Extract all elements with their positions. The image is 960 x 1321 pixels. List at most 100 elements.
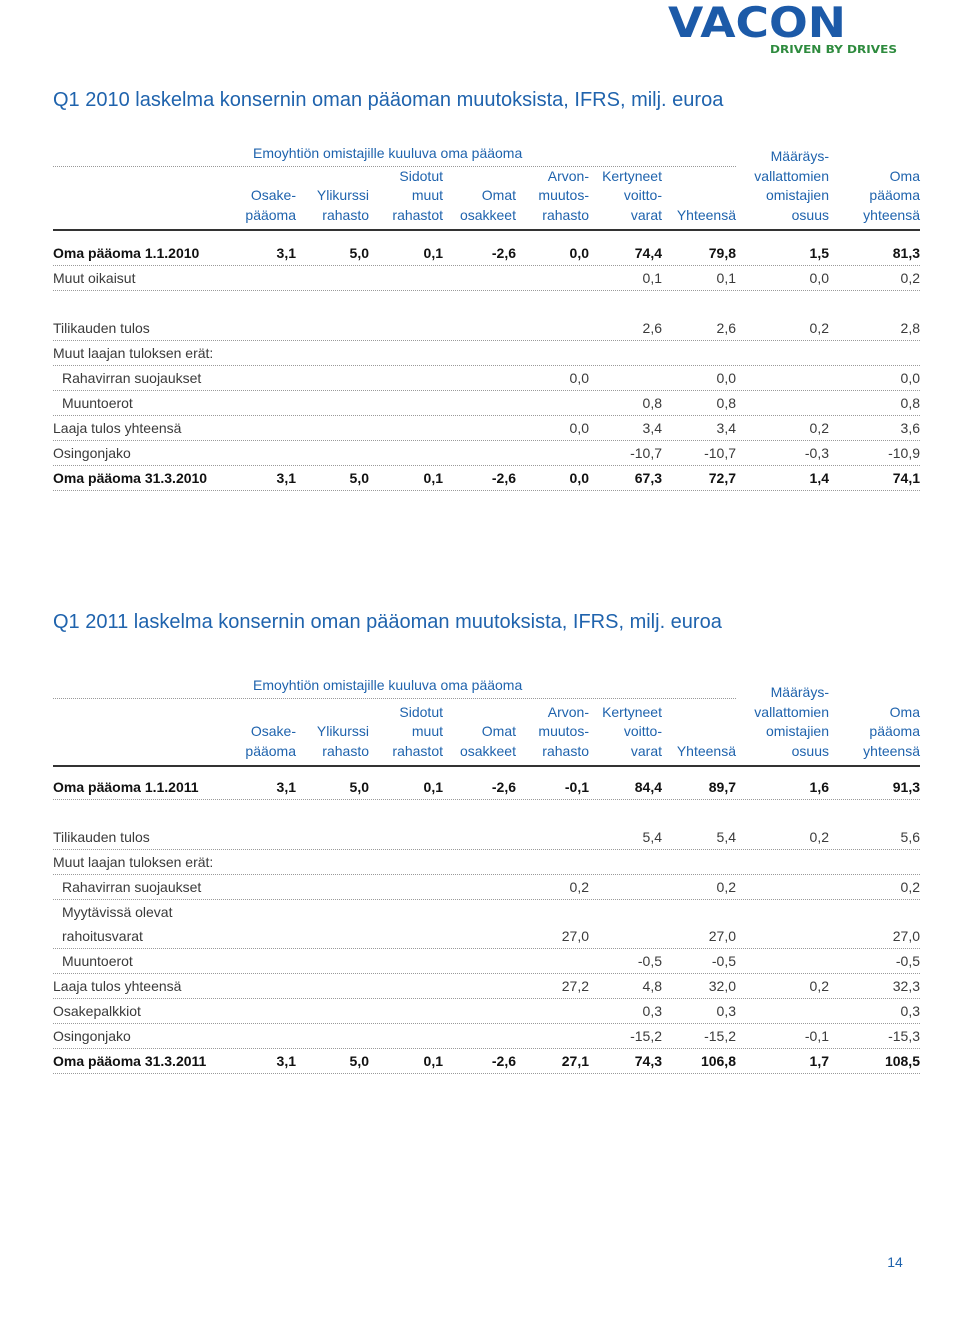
value-cell: 27,0 [561, 928, 589, 944]
value-cell: -10,7 [630, 445, 662, 461]
value-cell: 1,4 [809, 470, 829, 486]
value-cell: 0,3 [642, 1003, 662, 1019]
column-header-line: osakkeet [459, 742, 516, 759]
column-header-line: muut [411, 187, 443, 203]
value-cell: -0,1 [804, 1028, 829, 1044]
column-header: Määräys-vallattomien omistajien osuus [736, 147, 829, 225]
row-label: Muut oikaisut [53, 270, 136, 286]
column-header-line: rahasto [542, 742, 589, 759]
column-header-line: yhteensä [863, 206, 920, 223]
value-cell: 2,8 [900, 320, 920, 336]
row-label: Oma pääoma 1.1.2010 [53, 245, 200, 261]
column-header-line: Sidotut [399, 703, 443, 720]
column-header-line: rahasto [542, 206, 589, 223]
value-cell: 0,3 [716, 1003, 736, 1019]
row-label: Oma pääoma 1.1.2011 [53, 779, 199, 795]
column-header-line: omistajien [765, 187, 829, 203]
logo-name: VACON [668, 0, 846, 47]
column-header: Ylikurssi rahasto [296, 186, 369, 225]
value-cell: 0,2 [569, 879, 589, 895]
value-cell: 81,3 [892, 245, 920, 261]
column-header-line: omistajien [765, 723, 829, 739]
value-cell: 5,4 [642, 829, 662, 845]
column-header-line: pääoma [245, 206, 296, 223]
row-label-line: Myytävissä olevat [62, 904, 173, 920]
page-number: 14 [887, 1254, 903, 1270]
value-cell: 27,0 [892, 928, 920, 944]
value-cell: 27,2 [561, 978, 589, 994]
value-cell: 106,8 [700, 1053, 736, 1069]
column-header-line: rahastot [392, 742, 443, 759]
value-cell: 27,1 [561, 1053, 589, 1069]
table-row: Rahavirran suojaukset 0,0 0,0 0,0 [53, 366, 920, 391]
column-header-line: Osake- [250, 723, 296, 739]
value-cell: 91,3 [892, 779, 920, 795]
row-label: Laaja tulos yhteensä [53, 420, 182, 436]
value-cell: -15,2 [704, 1028, 736, 1044]
column-header-line: osakkeet [459, 206, 516, 223]
column-header-line: rahastot [392, 206, 443, 223]
value-cell: 3,1 [276, 470, 296, 486]
column-header: Oma pääoma yhteensä [829, 167, 920, 226]
value-cell: 0,0 [569, 370, 589, 386]
table-row: Muut laajan tuloksen erät: [53, 850, 920, 875]
value-cell: 0,2 [716, 879, 736, 895]
value-cell: 0,2 [809, 420, 829, 436]
column-header-line: vallattomien [754, 167, 829, 184]
column-header-line: osuus [791, 742, 829, 759]
row-label: Muut laajan tuloksen erät: [53, 854, 214, 870]
column-header-line: muutos- [538, 723, 589, 739]
column-header: Osake-pääoma [223, 722, 296, 761]
column-header-line: pääoma [869, 723, 920, 739]
table-header: Osake-pääoma Ylikurssi rahasto Sidotut muut r… [53, 683, 920, 767]
table-row: Muut laajan tuloksen erät: [53, 341, 920, 366]
column-header: Arvon-muutos-rahasto [516, 167, 589, 226]
value-cell: 3,4 [716, 420, 736, 436]
value-cell: 3,6 [900, 420, 920, 436]
column-header-line: Kertyneet [602, 167, 662, 184]
value-cell: 3,1 [276, 779, 296, 795]
row-label: Tilikauden tulos [53, 829, 150, 845]
value-cell: 0,2 [900, 879, 920, 895]
table-row: Muuntoerot -0,5 -0,5 -0,5 [53, 949, 920, 974]
table-header: Osake-pääoma Ylikurssi rahasto Sidotut muut r… [53, 147, 920, 231]
value-cell: 0,0 [569, 245, 589, 261]
value-cell: 74,3 [634, 1053, 662, 1069]
value-cell: -15,3 [888, 1028, 920, 1044]
value-cell: 3,1 [276, 1053, 296, 1069]
table-row: Rahavirran suojaukset 0,2 0,2 0,2 [53, 875, 920, 900]
value-cell: 67,3 [634, 470, 662, 486]
table-row: Tilikauden tulos 2,6 2,6 0,2 2,8 [53, 316, 920, 341]
column-header-line: Arvon- [547, 167, 589, 184]
column-header: Ylikurssi rahasto [296, 722, 369, 761]
group-header: Emoyhtiön omistajille kuuluva oma pääoma [53, 143, 736, 167]
column-header-line: varat [630, 742, 662, 759]
value-cell: -0,1 [564, 779, 589, 795]
value-cell: 0,8 [900, 395, 920, 411]
column-header-line: muut [411, 723, 443, 739]
value-cell: 32,3 [892, 978, 920, 994]
column-header-line: rahasto [322, 206, 369, 223]
column-header: Sidotut muut rahastot [369, 167, 443, 226]
table-row: Laaja tulos yhteensä 0,0 3,4 3,4 0,2 3,6 [53, 416, 920, 441]
value-cell: 89,7 [708, 779, 736, 795]
value-cell: 0,1 [642, 270, 662, 286]
column-header: Yhteensä [662, 742, 736, 762]
table-title: Q1 2010 laskelma konsernin oman pääoman … [53, 89, 724, 111]
row-label: Oma pääoma 31.3.2010 [53, 470, 208, 486]
table-row: Oma pääoma 1.1.2011 3,1 5,0 0,1 -2,6 -0,1 84,4… [53, 775, 920, 800]
row-label: Osakepalkkiot [53, 1003, 141, 1019]
value-cell: 2,6 [716, 320, 736, 336]
column-header: Omat osakkeet [443, 186, 516, 225]
table-row: Tilikauden tulos 5,4 5,4 0,2 5,6 [53, 825, 920, 850]
value-cell: -0,5 [895, 953, 920, 969]
value-cell: 0,1 [423, 245, 443, 261]
table-title: Q1 2011 laskelma konsernin oman pääoman … [53, 611, 722, 633]
column-header: Määräys-vallattomien omistajien osuus [736, 683, 829, 761]
column-header-line: voitto- [623, 187, 662, 203]
value-cell: 1,5 [809, 245, 829, 261]
table-row: Myytävissä olevat rahoitusvarat 27,0 27,0 27… [53, 900, 920, 949]
value-cell: 0,8 [642, 395, 662, 411]
column-header: Osake-pääoma [223, 186, 296, 225]
value-cell: 108,5 [884, 1053, 920, 1069]
